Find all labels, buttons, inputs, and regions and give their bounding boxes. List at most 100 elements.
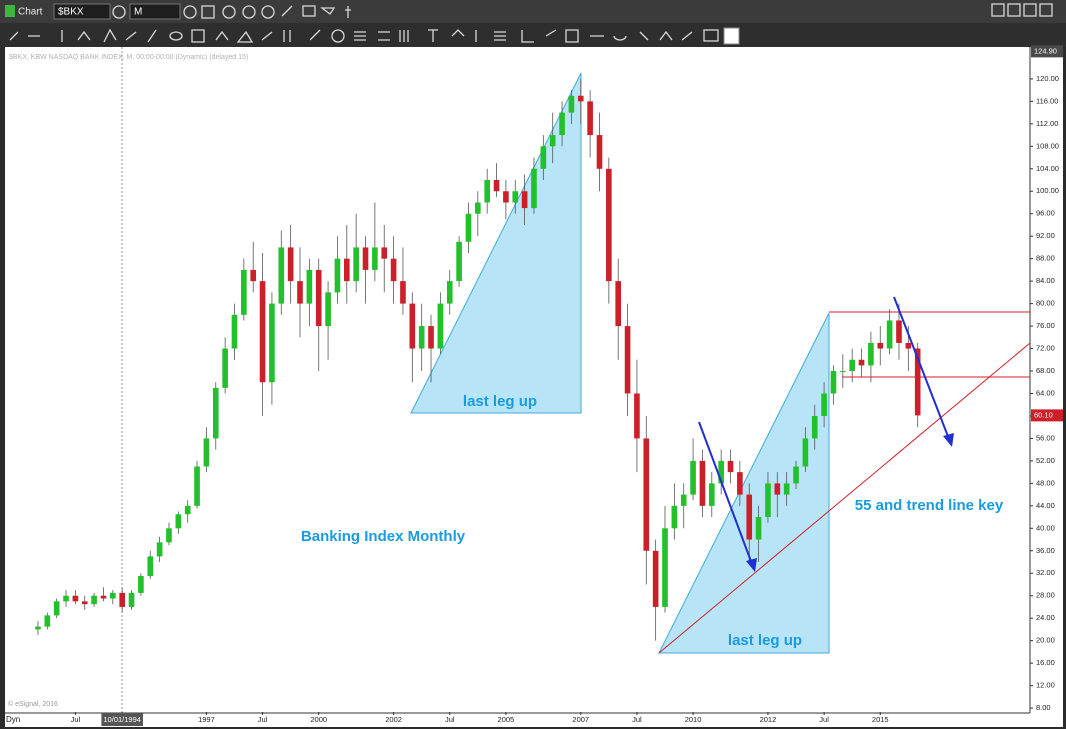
candle-body xyxy=(166,528,172,543)
candle-body xyxy=(568,95,575,113)
candle-body xyxy=(306,269,313,304)
y-tick-label: 44.00 xyxy=(1036,501,1055,510)
candle-body xyxy=(222,348,228,388)
candle-body xyxy=(428,326,434,349)
candle-body xyxy=(708,483,715,506)
window-controls[interactable] xyxy=(991,3,1053,17)
window-title: Chart xyxy=(18,7,43,18)
candle-body xyxy=(110,592,116,599)
x-tick-label: 10/01/1994 xyxy=(103,715,141,724)
y-tick-label: 72.00 xyxy=(1036,344,1055,353)
candle-body xyxy=(624,326,631,394)
x-tick-label: 1997 xyxy=(198,715,215,724)
symbol-text: $BKX xyxy=(58,7,84,18)
candle-body xyxy=(643,438,650,551)
y-tick-label: 36.00 xyxy=(1036,546,1055,555)
candle-body xyxy=(53,601,60,616)
annotation-lines xyxy=(658,296,1031,654)
price-marker-label: 124.90 xyxy=(1034,46,1057,55)
candle-body xyxy=(138,576,144,593)
candles xyxy=(35,78,921,641)
candle-body xyxy=(175,514,182,529)
candle-body xyxy=(437,303,444,349)
mode-label: Dyn xyxy=(6,715,20,724)
candle-body xyxy=(241,269,247,315)
drawing-toolbar xyxy=(0,23,1066,47)
app-icon xyxy=(5,5,15,17)
y-tick-label: 52.00 xyxy=(1036,456,1055,465)
annotation-text: last leg up xyxy=(463,393,537,410)
x-tick-label: 2015 xyxy=(872,715,889,724)
symbol-input[interactable] xyxy=(53,3,111,20)
candle-body xyxy=(231,314,238,349)
candle-body xyxy=(194,466,200,506)
candle-body xyxy=(737,472,743,495)
candle-body xyxy=(372,247,378,270)
candle-body xyxy=(559,112,565,136)
y-tick-label: 112.00 xyxy=(1036,119,1058,128)
title-tools[interactable] xyxy=(183,5,351,19)
interval-input[interactable] xyxy=(129,3,181,20)
x-tick-label: Jul xyxy=(632,715,642,724)
candle-body xyxy=(896,320,902,343)
candle-body xyxy=(577,95,584,102)
candle-body xyxy=(353,247,359,282)
candle-body xyxy=(718,460,724,484)
candle-body xyxy=(475,202,481,214)
x-crosshair-label-bg xyxy=(101,713,143,726)
candle-body xyxy=(325,292,331,327)
y-tick-label: 92.00 xyxy=(1036,231,1055,240)
x-tick-label: Jul xyxy=(819,715,829,724)
candle-body xyxy=(540,146,547,169)
candle-body xyxy=(465,213,472,242)
x-tick-label: 2005 xyxy=(498,715,515,724)
candle-body xyxy=(868,342,874,366)
candle-body xyxy=(278,247,285,304)
time-axis xyxy=(5,713,1063,727)
candle-body xyxy=(680,494,687,506)
candle-body xyxy=(484,180,490,203)
candle-body xyxy=(493,180,500,192)
x-tick-label: 2010 xyxy=(685,715,702,724)
drawing-tools[interactable] xyxy=(9,27,740,45)
candle-body xyxy=(91,595,97,605)
candle-body xyxy=(849,359,855,372)
candle-body xyxy=(147,556,154,577)
link-button[interactable] xyxy=(112,5,126,19)
x-tick-label: Jul xyxy=(445,715,455,724)
candle-body xyxy=(840,371,846,373)
y-tick-label: 48.00 xyxy=(1036,478,1055,487)
candle-body xyxy=(727,460,734,473)
candle-body xyxy=(634,393,640,439)
annotation-shapes xyxy=(410,72,830,654)
candle-body xyxy=(297,281,303,304)
candle-body xyxy=(793,466,799,484)
candle-body xyxy=(914,348,921,416)
candle-body xyxy=(662,528,668,607)
candle-body xyxy=(184,505,191,515)
y-tick-label: 104.00 xyxy=(1036,164,1059,173)
y-tick-label: 40.00 xyxy=(1036,523,1055,532)
candle-body xyxy=(418,326,425,349)
x-tick-label: 2002 xyxy=(385,715,402,724)
candle-body xyxy=(63,595,69,602)
candle-body xyxy=(699,460,706,506)
candle-body xyxy=(821,393,827,416)
candle-body xyxy=(587,101,593,136)
candle-body xyxy=(35,626,41,630)
y-tick-label: 120.00 xyxy=(1036,74,1059,83)
annotation-text: Banking Index Monthly xyxy=(301,528,466,545)
candle-body xyxy=(886,320,893,349)
candle-body xyxy=(521,191,528,209)
candle-body xyxy=(119,592,125,607)
y-tick-label: 32.00 xyxy=(1036,568,1055,577)
price-marker xyxy=(1031,409,1063,422)
y-tick-label: 100.00 xyxy=(1036,186,1059,195)
candle-body xyxy=(81,601,88,605)
candle-body xyxy=(44,615,51,627)
candle-body xyxy=(606,168,612,282)
candle-body xyxy=(802,438,809,467)
candle-body xyxy=(446,281,453,304)
y-tick-label: 8.00 xyxy=(1036,703,1051,712)
candle-body xyxy=(259,281,266,383)
